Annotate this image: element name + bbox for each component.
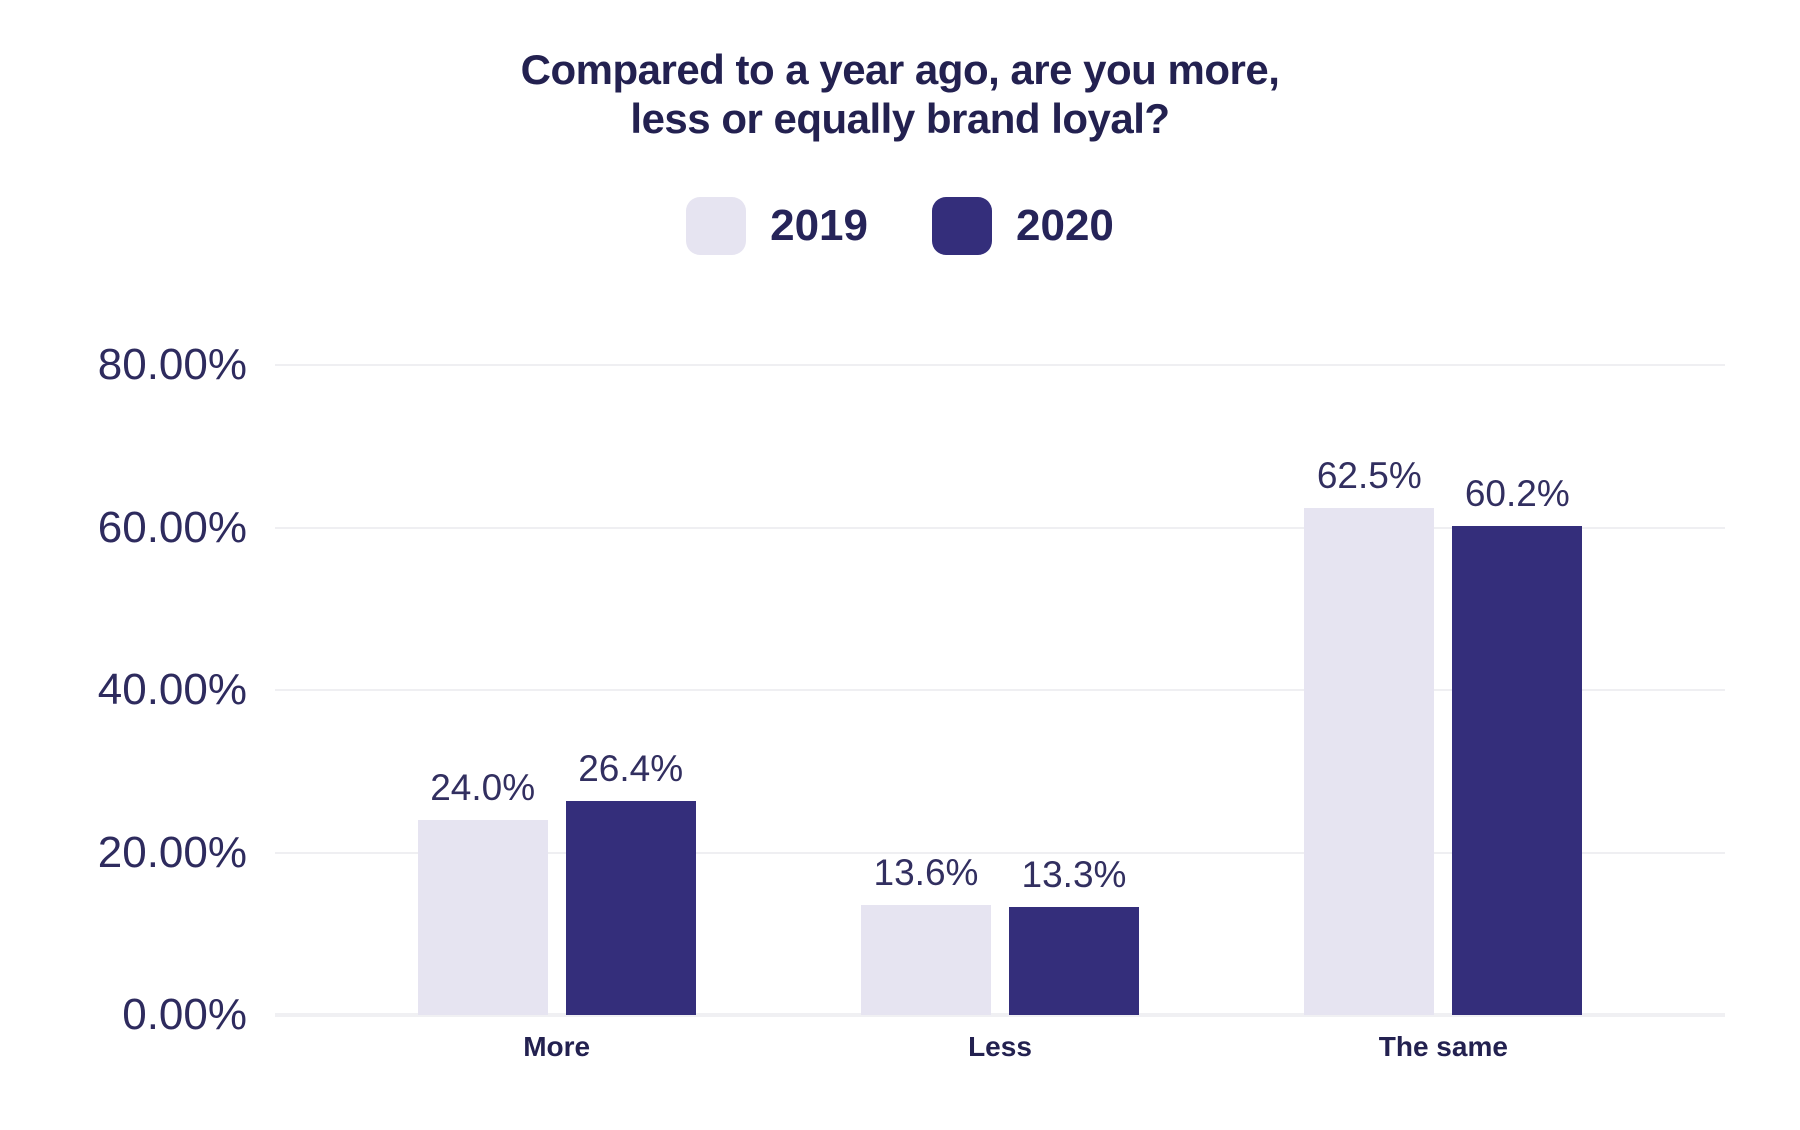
bar-value-label: 62.5% (1316, 454, 1422, 496)
bar-value-label: 24.0% (430, 767, 536, 809)
x-axis-label-more: More (523, 1031, 591, 1063)
bar-value-label: 13.6% (873, 851, 979, 893)
chart-title-line-2: less or equally brand loyal? (630, 94, 1170, 142)
legend-label-2020: 2020 (1016, 201, 1114, 251)
legend-swatch-2020 (932, 197, 992, 256)
chart-title: Compared to a year ago, are you more, le… (0, 0, 1800, 143)
y-tick-label-20: 20.00% (97, 827, 247, 877)
gridline-40 (275, 689, 1725, 692)
x-axis-label-the-same: The same (1378, 1031, 1508, 1063)
bar-unit-2020-the-same: 60.2% (1452, 473, 1583, 1016)
bar-2020 (565, 800, 696, 1016)
bar-unit-2019-less: 13.6% (860, 851, 991, 1016)
legend-label-2019: 2019 (770, 201, 868, 251)
bar-group-less: 13.6% 13.3% (778, 852, 1221, 1016)
y-tick-label-60: 60.00% (97, 502, 247, 552)
plot-area: 0.00% 20.00% 40.00% 60.00% 80.00% 24.0% 26.4% 1… (98, 340, 1725, 1039)
legend-swatch-2019 (686, 197, 747, 256)
bar-unit-2020-less: 13.3% (1008, 854, 1139, 1016)
bar-groups: 24.0% 26.4% 13.6% 13.3% 62.5% 60.2% (275, 365, 1725, 1016)
gridline-80 (275, 364, 1725, 367)
bar-value-label: 26.4% (578, 747, 684, 789)
x-axis-labels: More Less The same (275, 1031, 1725, 1063)
bar-2020 (1452, 526, 1583, 1016)
gridline-20 (275, 851, 1725, 854)
bar-group-more: 24.0% 26.4% (335, 748, 778, 1016)
x-axis-label-less: Less (968, 1031, 1032, 1063)
bar-2019 (1304, 507, 1435, 1016)
bar-value-label: 13.3% (1021, 854, 1127, 896)
bar-unit-2019-more: 24.0% (417, 767, 548, 1016)
legend-item-2019: 2019 (686, 197, 868, 256)
legend-item-2020: 2020 (932, 197, 1114, 256)
bar-2020 (1008, 907, 1139, 1016)
bar-2019 (860, 904, 991, 1016)
bar-group-the-same: 62.5% 60.2% (1222, 455, 1665, 1016)
bar-value-label: 60.2% (1464, 473, 1570, 515)
bar-unit-2020-more: 26.4% (565, 747, 696, 1016)
y-tick-label-80: 80.00% (97, 340, 247, 390)
bar-2019 (417, 820, 548, 1016)
y-tick-label-40: 40.00% (97, 665, 247, 715)
y-tick-label-0: 0.00% (122, 990, 247, 1040)
gridline-0 (275, 1013, 1725, 1018)
bar-unit-2019-the-same: 62.5% (1304, 454, 1435, 1016)
chart-title-line-1: Compared to a year ago, are you more, (520, 46, 1280, 93)
gridline-60 (275, 526, 1725, 529)
legend: 2019 2020 (0, 197, 1800, 256)
